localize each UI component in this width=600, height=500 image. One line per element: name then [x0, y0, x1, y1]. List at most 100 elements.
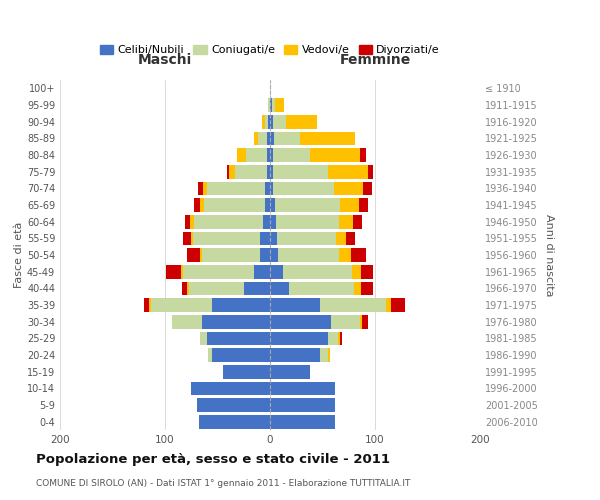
Bar [259, 132, 267, 145]
Bar [270, 365, 310, 378]
Bar [340, 332, 343, 345]
Bar [275, 98, 284, 112]
Bar [270, 215, 277, 228]
Bar [203, 182, 207, 195]
Bar [352, 265, 361, 278]
Bar [360, 148, 365, 162]
Bar [270, 415, 335, 428]
Bar [172, 315, 202, 328]
Bar [275, 198, 340, 212]
Bar [328, 332, 338, 345]
Bar [189, 282, 244, 295]
Y-axis label: Fasce di età: Fasce di età [14, 222, 24, 288]
Bar [197, 182, 203, 195]
Bar [331, 315, 360, 328]
Bar [260, 232, 270, 245]
Bar [254, 265, 270, 278]
Bar [194, 215, 263, 228]
Bar [273, 165, 328, 178]
Bar [353, 215, 362, 228]
Bar [268, 98, 270, 112]
Bar [149, 298, 151, 312]
Bar [364, 182, 372, 195]
Bar [166, 265, 181, 278]
Bar [270, 298, 320, 312]
Bar [212, 348, 270, 362]
Bar [197, 398, 270, 412]
Bar [270, 282, 289, 295]
Bar [191, 382, 270, 395]
Bar [336, 232, 346, 245]
Legend: Celibi/Nubili, Coniugati/e, Vedovi/e, Divorziati/e: Celibi/Nubili, Coniugati/e, Vedovi/e, Di… [95, 40, 445, 60]
Bar [200, 198, 204, 212]
Bar [273, 115, 286, 128]
Bar [204, 198, 265, 212]
Bar [144, 298, 149, 312]
Bar [263, 215, 270, 228]
Bar [187, 248, 200, 262]
Bar [212, 298, 270, 312]
Bar [362, 315, 368, 328]
Bar [229, 165, 235, 178]
Bar [187, 282, 189, 295]
Bar [183, 232, 191, 245]
Bar [262, 115, 265, 128]
Bar [207, 182, 265, 195]
Bar [273, 182, 334, 195]
Bar [254, 132, 259, 145]
Bar [191, 232, 193, 245]
Bar [338, 332, 340, 345]
Bar [199, 415, 270, 428]
Bar [194, 198, 200, 212]
Bar [265, 182, 270, 195]
Text: Femmine: Femmine [340, 52, 410, 66]
Bar [181, 265, 183, 278]
Bar [183, 265, 254, 278]
Bar [190, 215, 194, 228]
Bar [193, 232, 260, 245]
Bar [310, 148, 360, 162]
Bar [270, 165, 273, 178]
Bar [260, 248, 270, 262]
Bar [289, 282, 354, 295]
Bar [227, 165, 229, 178]
Bar [270, 182, 273, 195]
Bar [274, 132, 301, 145]
Bar [223, 365, 270, 378]
Bar [320, 298, 386, 312]
Bar [277, 215, 340, 228]
Bar [270, 332, 328, 345]
Bar [200, 332, 207, 345]
Bar [386, 298, 391, 312]
Bar [270, 248, 278, 262]
Bar [270, 315, 331, 328]
Text: Popolazione per età, sesso e stato civile - 2011: Popolazione per età, sesso e stato civil… [36, 452, 390, 466]
Bar [202, 315, 270, 328]
Bar [273, 148, 310, 162]
Bar [360, 315, 362, 328]
Bar [185, 215, 190, 228]
Bar [301, 132, 355, 145]
Bar [267, 132, 270, 145]
Bar [151, 298, 212, 312]
Bar [272, 98, 275, 112]
Bar [340, 248, 351, 262]
Bar [368, 165, 373, 178]
Bar [265, 115, 268, 128]
Bar [340, 198, 359, 212]
Bar [270, 198, 275, 212]
Bar [268, 115, 270, 128]
Bar [320, 348, 328, 362]
Bar [354, 282, 361, 295]
Bar [270, 132, 274, 145]
Text: Maschi: Maschi [138, 52, 192, 66]
Bar [361, 265, 373, 278]
Bar [334, 182, 364, 195]
Bar [270, 398, 335, 412]
Bar [208, 348, 212, 362]
Bar [346, 232, 355, 245]
Bar [359, 198, 368, 212]
Y-axis label: Anni di nascita: Anni di nascita [544, 214, 554, 296]
Bar [340, 215, 353, 228]
Bar [351, 248, 365, 262]
